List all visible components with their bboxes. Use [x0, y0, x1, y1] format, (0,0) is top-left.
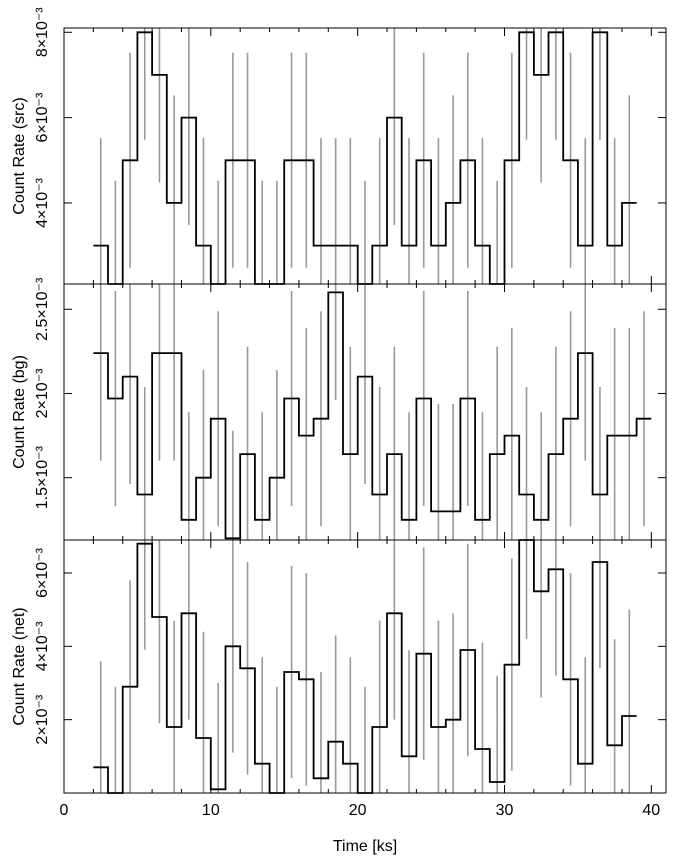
y-axis-label: Count Rate (net)	[11, 607, 28, 725]
y-tick-label: 8×10⁻³	[34, 7, 51, 57]
y-tick-label: 2×10⁻³	[34, 368, 51, 418]
x-tick-label: 40	[642, 802, 660, 819]
y-tick-label: 2.5×10⁻³	[34, 277, 51, 341]
x-axis-label: Time [ks]	[333, 838, 397, 855]
y-axis-label: Count Rate (src)	[11, 97, 28, 214]
rate-step-curve	[93, 291, 652, 540]
y-tick-label: 6×10⁻³	[34, 92, 51, 142]
y-tick-label: 1.5×10⁻³	[34, 445, 51, 509]
rate-step-curve	[93, 31, 637, 285]
panel-frame	[63, 539, 667, 794]
y-tick-label: 4×10⁻³	[34, 621, 51, 671]
x-tick-label: 0	[60, 802, 69, 819]
x-tick-label: 10	[202, 802, 220, 819]
x-tick-label: 20	[349, 802, 367, 819]
y-tick-label: 4×10⁻³	[34, 177, 51, 227]
y-axis-label: Count Rate (bg)	[11, 355, 28, 469]
y-tick-label: 2×10⁻³	[34, 694, 51, 744]
y-tick-label: 6×10⁻³	[34, 547, 51, 597]
x-tick-label: 30	[496, 802, 514, 819]
